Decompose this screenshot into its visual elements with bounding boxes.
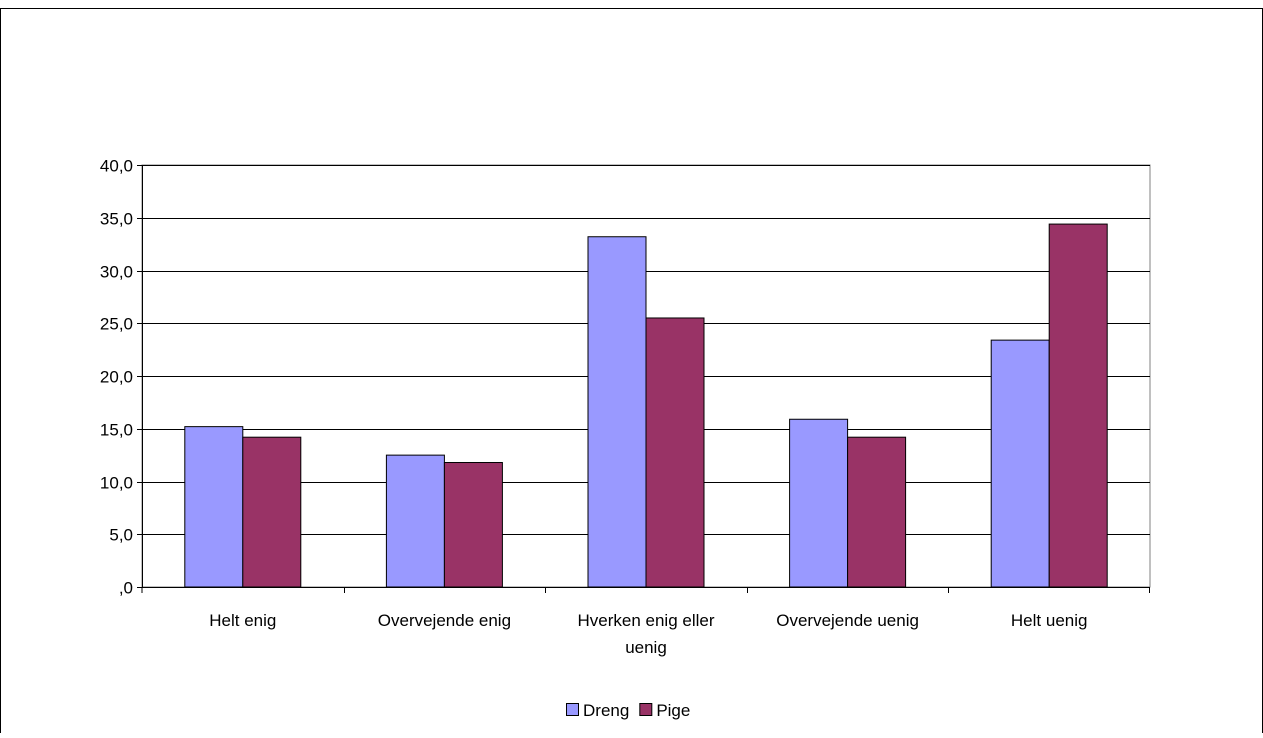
bar-dreng xyxy=(184,426,244,588)
y-tick-label: 35,0 xyxy=(100,210,133,229)
y-tick-label: ,0 xyxy=(119,579,133,598)
x-tick-label: Helt enig xyxy=(209,611,276,630)
legend-label: Dreng xyxy=(583,701,629,720)
y-tick-label: 10,0 xyxy=(100,474,133,493)
x-tick-label: Overvejende uenig xyxy=(776,611,919,630)
legend-label: Pige xyxy=(656,701,690,720)
bar-pige xyxy=(1048,223,1108,588)
bar-pige xyxy=(443,462,503,588)
tick-labels: ,0 5,0 10,0 15,0 20,0 25,0 30,0 35,0 40,0 Helt en… xyxy=(100,157,1088,658)
bars xyxy=(184,223,1108,588)
axes xyxy=(137,165,1150,593)
bar-dreng xyxy=(587,236,647,588)
bar-dreng xyxy=(789,418,849,588)
y-tick-label: 15,0 xyxy=(100,421,133,440)
bar-dreng xyxy=(990,339,1050,588)
bar-pige xyxy=(847,436,907,588)
y-tick-label: 5,0 xyxy=(109,526,133,545)
bar-pige xyxy=(242,436,302,588)
y-tick-label: 30,0 xyxy=(100,263,133,282)
x-tick-label: Overvejende enig xyxy=(378,611,511,630)
y-tick-label: 20,0 xyxy=(100,368,133,387)
x-tick-label: Helt uenig xyxy=(1011,611,1088,630)
bar-pige xyxy=(645,317,705,588)
y-tick-label: 40,0 xyxy=(100,157,133,176)
legend-swatch-pige xyxy=(639,703,653,716)
legend-swatch-dreng xyxy=(566,703,579,716)
x-tick-label: uenig xyxy=(625,638,667,657)
y-tick-label: 25,0 xyxy=(100,315,133,334)
bar-dreng xyxy=(385,454,445,588)
x-tick-label: Hverken enig eller xyxy=(577,611,714,630)
legend: Dreng Pige xyxy=(566,701,690,720)
